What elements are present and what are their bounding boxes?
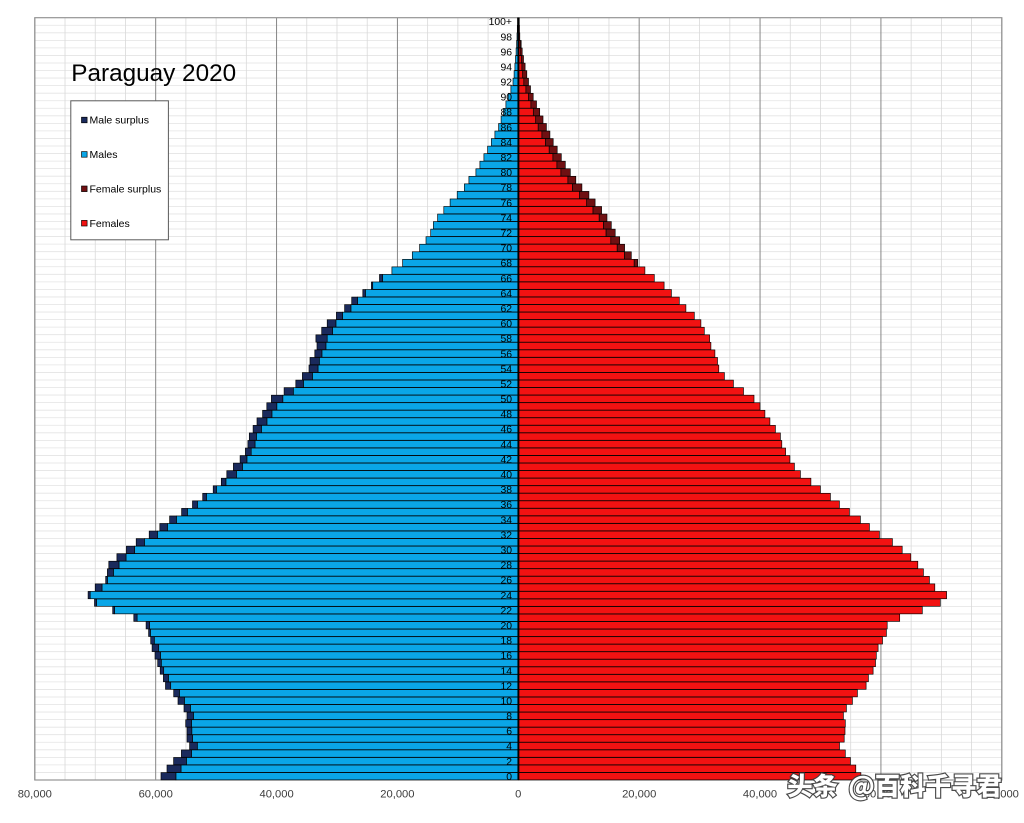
svg-text:Females: Females [90,218,130,230]
svg-text:50: 50 [500,395,512,406]
svg-text:82: 82 [500,153,512,164]
svg-text:4: 4 [506,742,512,753]
svg-text:20,000: 20,000 [380,789,414,801]
svg-text:74: 74 [500,213,512,224]
svg-text:14: 14 [500,666,512,677]
svg-text:66: 66 [500,274,512,285]
svg-text:28: 28 [500,561,512,572]
svg-text:60: 60 [500,319,512,330]
svg-text:24: 24 [500,591,512,602]
svg-text:80: 80 [500,168,512,179]
svg-text:10: 10 [500,696,512,707]
svg-text:44: 44 [500,440,512,451]
svg-text:16: 16 [500,651,512,662]
svg-text:86: 86 [500,123,512,134]
svg-text:76: 76 [500,198,512,209]
svg-text:40,000: 40,000 [743,789,777,801]
svg-text:68: 68 [500,259,512,270]
svg-text:Males: Males [90,149,118,161]
svg-text:48: 48 [500,410,512,421]
svg-text:64: 64 [500,289,512,300]
svg-text:34: 34 [500,515,512,526]
svg-text:60,000: 60,000 [139,789,173,801]
svg-text:98: 98 [500,32,512,43]
svg-text:56: 56 [500,349,512,360]
svg-text:20: 20 [500,621,512,632]
svg-text:62: 62 [500,304,512,315]
svg-text:46: 46 [500,425,512,436]
svg-text:80,000: 80,000 [18,789,52,801]
svg-text:8: 8 [506,712,512,723]
svg-text:2: 2 [506,757,512,768]
svg-text:42: 42 [500,455,512,466]
svg-text:72: 72 [500,229,512,240]
svg-text:100+: 100+ [489,17,512,28]
svg-text:0: 0 [506,772,512,783]
svg-text:92: 92 [500,78,512,89]
svg-text:52: 52 [500,379,512,390]
svg-text:88: 88 [500,108,512,119]
svg-text:Female surplus: Female surplus [90,183,162,195]
svg-text:12: 12 [500,681,512,692]
svg-text:18: 18 [500,636,512,647]
svg-text:96: 96 [500,47,512,58]
svg-text:36: 36 [500,500,512,511]
svg-text:6: 6 [506,727,512,738]
svg-text:20,000: 20,000 [622,789,656,801]
svg-text:54: 54 [500,364,512,375]
svg-text:40,000: 40,000 [259,789,293,801]
svg-text:58: 58 [500,334,512,345]
svg-text:90: 90 [500,93,512,104]
svg-text:32: 32 [500,530,512,541]
svg-text:78: 78 [500,183,512,194]
svg-text:26: 26 [500,576,512,587]
svg-text:Paraguay 2020: Paraguay 2020 [71,60,236,87]
svg-text:38: 38 [500,485,512,496]
svg-text:22: 22 [500,606,512,617]
svg-text:94: 94 [500,62,512,73]
svg-text:84: 84 [500,138,512,149]
svg-text:70: 70 [500,244,512,255]
svg-text:30: 30 [500,546,512,557]
svg-text:40: 40 [500,470,512,481]
svg-text:0: 0 [515,789,521,801]
svg-text:Male surplus: Male surplus [90,115,150,127]
